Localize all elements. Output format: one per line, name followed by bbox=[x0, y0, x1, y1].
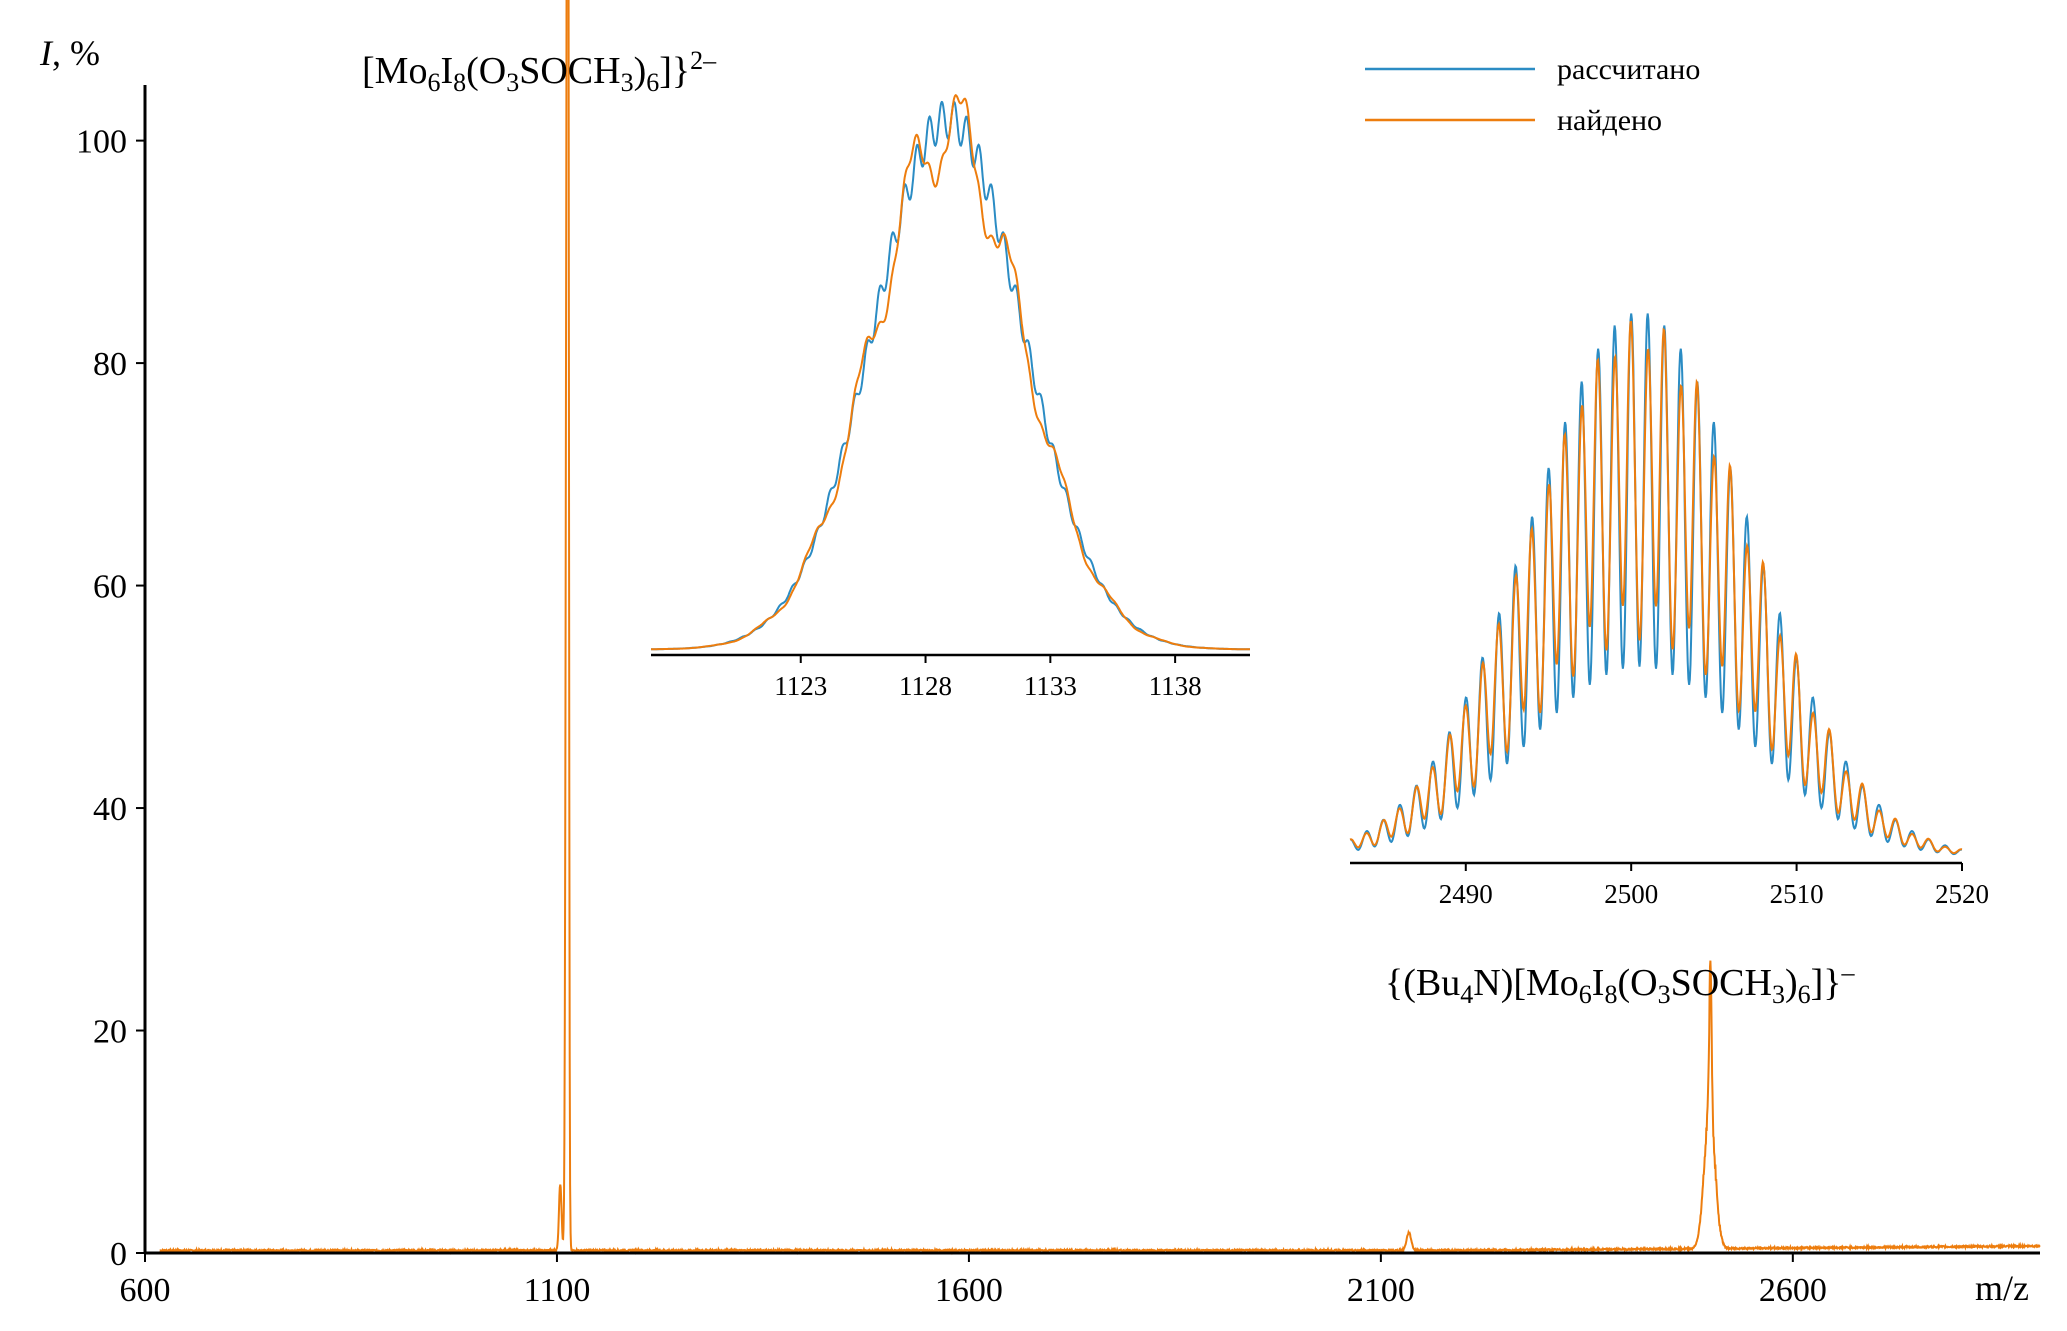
y-tick-label: 100 bbox=[76, 124, 127, 161]
annotation-dianion: [Mo6I8(O3SOCH3)6]}2– bbox=[362, 46, 717, 97]
inset-1128-x-tick-label: 1128 bbox=[899, 671, 952, 701]
x-axis-label: m/z bbox=[1975, 1268, 2029, 1308]
main-series-found bbox=[159, 0, 2041, 1256]
y-axis-label: I, % bbox=[39, 33, 100, 73]
y-tick-label: 60 bbox=[93, 569, 127, 606]
inset-2500-x-tick-label: 2520 bbox=[1935, 879, 1989, 909]
inset-2500-line-calculated bbox=[1349, 313, 1963, 856]
legend-label-found: найдено bbox=[1557, 104, 1662, 137]
x-tick-label: 2600 bbox=[1759, 1272, 1827, 1309]
inset-1128-line-calculated bbox=[651, 100, 1250, 651]
x-tick-label: 600 bbox=[120, 1272, 171, 1309]
legend: рассчитано найдено bbox=[1365, 53, 1700, 137]
y-tick-label: 20 bbox=[93, 1014, 127, 1051]
inset-1128-x-tick-label: 1133 bbox=[1024, 671, 1077, 701]
y-tick-label: 80 bbox=[93, 346, 127, 383]
inset-2500-x-tick-label: 2490 bbox=[1439, 879, 1493, 909]
legend-label-calculated: рассчитано bbox=[1557, 53, 1700, 86]
x-ticks: 600 1100 1600 2100 2600 bbox=[120, 1253, 1827, 1309]
x-tick-label: 2100 bbox=[1347, 1272, 1415, 1309]
y-tick-label: 40 bbox=[93, 791, 127, 828]
main-plot: 600 1100 1600 2100 2600 0 20 40 60 80 100 I, % m/… bbox=[39, 0, 2041, 1309]
inset-1128-x-tick-label: 1123 bbox=[774, 671, 827, 701]
inset-plot-1128: 1123 1128 1133 1138 bbox=[651, 94, 1250, 701]
inset-2500-line-found bbox=[1349, 320, 1963, 855]
y-ticks: 0 20 40 60 80 100 bbox=[76, 124, 145, 1273]
inset-2500-x-tick-label: 2500 bbox=[1604, 879, 1658, 909]
inset-2500-x-tick-label: 2510 bbox=[1770, 879, 1824, 909]
x-tick-label: 1100 bbox=[524, 1272, 591, 1309]
spectrum-line-found bbox=[159, 0, 2041, 1256]
y-tick-label: 0 bbox=[110, 1236, 127, 1273]
x-tick-label: 1600 bbox=[935, 1272, 1003, 1309]
inset-plot-2500: 2490 2500 2510 2520 bbox=[1349, 313, 1989, 909]
inset-1128-x-tick-label: 1138 bbox=[1149, 671, 1202, 701]
inset-1128-line-found bbox=[651, 94, 1250, 651]
annotation-monoanion: {(Bu4N)[Mo6I8(O3SOCH3)6]}– bbox=[1385, 958, 1856, 1009]
